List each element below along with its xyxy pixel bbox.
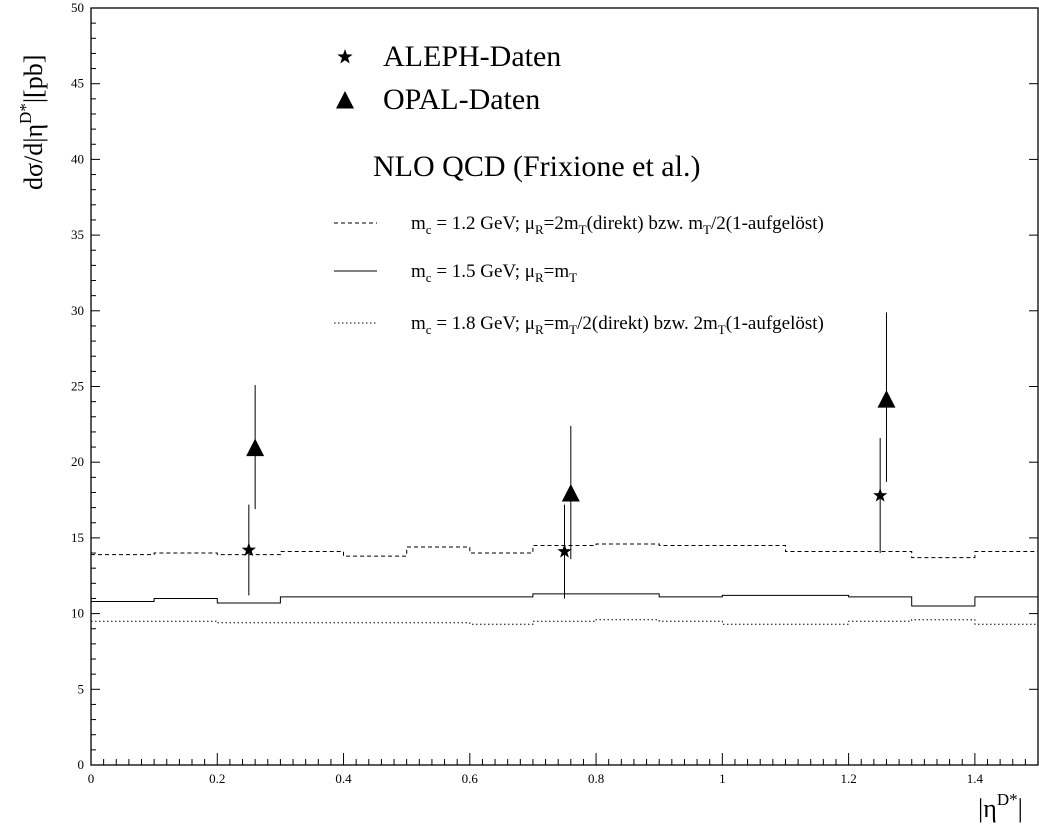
x-tick-label: 0.4	[335, 771, 352, 786]
axis-ticks: 0 5 10 15 20 25 30 35 40 45 50 0 0.2 0.4 0.6 0.8 1 1.2 1.4	[71, 0, 1039, 786]
legend-theory-label-2: mc = 1.5 GeV; μR=mT	[411, 261, 577, 285]
y-axis-label: dσ/d|ηD*|[pb]	[16, 55, 48, 190]
x-tick-label: 1.4	[967, 771, 984, 786]
star-marker	[557, 544, 572, 558]
y-tick-label: 35	[71, 227, 84, 242]
y-tick-label: 45	[71, 76, 84, 91]
x-axis-label: |ηD*|	[978, 790, 1023, 823]
triangle-marker	[561, 483, 580, 502]
x-tick-label: 0.8	[588, 771, 604, 786]
y-tick-label: 25	[71, 379, 84, 394]
x-tick-label: 1	[719, 771, 726, 786]
theory-histogram-dotted	[91, 619, 1038, 625]
x-tick-label: 1.2	[840, 771, 856, 786]
theory-histogram-solid	[91, 593, 1038, 607]
legend-theory-title: NLO QCD (Frixione et al.)	[373, 150, 700, 183]
y-tick-label: 15	[71, 530, 84, 545]
plot-frame	[90, 7, 1039, 766]
triangle-marker	[877, 390, 896, 408]
x-tick-label: 0.2	[209, 771, 225, 786]
star-marker	[873, 488, 888, 502]
y-tick-label: 40	[71, 151, 84, 166]
legend-star-shape	[337, 49, 353, 64]
y-tick-label: 10	[71, 606, 84, 621]
y-tick-label: 0	[78, 757, 85, 772]
y-tick-label: 20	[71, 454, 84, 469]
legend-aleph-label: ALEPH-Daten	[383, 40, 561, 73]
y-tick-label: 50	[71, 0, 84, 15]
legend-theory-label-1: mc = 1.2 GeV; μR=2mT(direkt) bzw. mT/2(1…	[411, 213, 824, 237]
legend-triangle-shape	[336, 91, 354, 109]
legend-triangle-icon	[336, 91, 354, 109]
y-tick-label: 30	[71, 303, 84, 318]
legend: ALEPH-Daten OPAL-Daten NLO QCD (Frixione…	[334, 40, 824, 337]
legend-theory-label-3: mc = 1.8 GeV; μR=mT/2(direkt) bzw. 2mT(1…	[411, 313, 824, 337]
x-tick-label: 0.6	[462, 771, 479, 786]
legend-star-icon	[337, 49, 353, 64]
y-tick-label: 5	[78, 681, 85, 696]
legend-opal-label: OPAL-Daten	[383, 83, 540, 116]
triangle-marker	[246, 438, 265, 457]
data-points	[241, 312, 896, 599]
star-marker	[241, 542, 256, 557]
x-tick-label: 0	[88, 771, 95, 786]
